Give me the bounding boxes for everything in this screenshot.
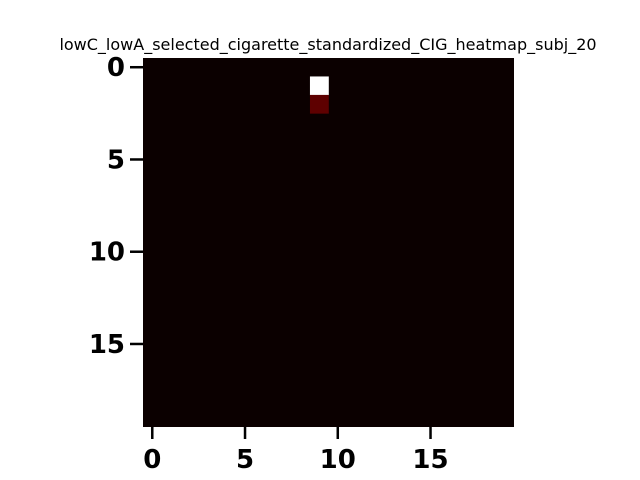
x-tick-label: 5: [236, 445, 254, 475]
y-tick-label: 10: [89, 238, 125, 268]
heatmap-background-cells: [143, 58, 514, 427]
x-tick-label: 15: [412, 445, 448, 475]
y-axis: 0 5 10 15: [89, 53, 143, 360]
heatmap-cell-r1-c9: [309, 76, 329, 96]
x-tick-label: 0: [143, 445, 161, 475]
chart-title: lowC_lowA_selected_cigarette_standardize…: [59, 35, 596, 55]
x-axis: 0 5 10 15: [143, 427, 449, 475]
heatmap-cell-r2-c9: [309, 94, 329, 114]
y-tick-label: 0: [107, 53, 125, 83]
heatmap-cells: [143, 58, 514, 427]
y-tick-label: 15: [89, 330, 125, 360]
y-tick-label: 5: [107, 145, 125, 175]
x-tick-label: 10: [320, 445, 356, 475]
